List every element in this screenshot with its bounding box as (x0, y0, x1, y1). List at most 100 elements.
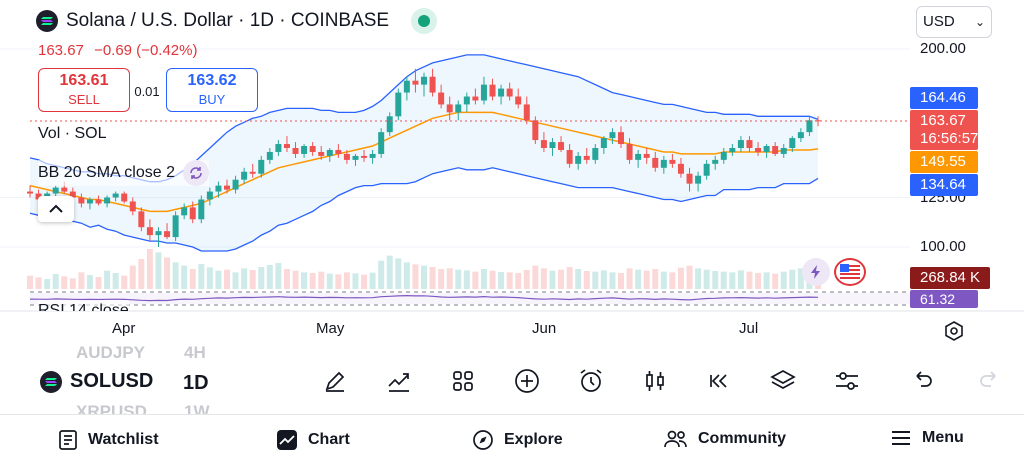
nav-explore[interactable]: Explore (472, 429, 563, 451)
candle (258, 155, 265, 178)
candles-chart-type-icon[interactable] (638, 364, 672, 398)
buy-button[interactable]: 163.62 BUY (166, 68, 258, 112)
nav-menu[interactable]: Menu (890, 429, 964, 447)
candle (86, 197, 93, 210)
rsi-tag: 61.32 (910, 290, 978, 308)
candle-body (146, 227, 153, 236)
nav-watchlist[interactable]: Watchlist (58, 429, 159, 451)
nav-chart[interactable]: Chart (276, 429, 350, 451)
refresh-icon[interactable] (182, 160, 209, 186)
volume-bar (95, 277, 102, 289)
volume-bar (232, 272, 239, 289)
volume-bar (412, 264, 419, 289)
volume-bar (618, 273, 624, 289)
interval-picker[interactable]: 1D (183, 372, 209, 394)
candle-body (575, 155, 582, 164)
volume-bar (352, 273, 359, 289)
volume-bar (386, 255, 393, 289)
collapse-legend-button[interactable] (38, 196, 74, 222)
symbol-picker[interactable]: SOLUSD (40, 370, 156, 393)
volume-bar (566, 267, 573, 289)
candle-body (181, 207, 188, 216)
candle (660, 155, 667, 174)
candle (446, 96, 453, 121)
bottom-navigation: Watchlist Chart Explore Community Menu (0, 414, 1024, 461)
bb-lower-line (29, 167, 819, 252)
symbol-title-row[interactable]: Solana / U.S. Dollar · 1D · COINBASE (36, 8, 438, 34)
chart-settings-icon[interactable] (943, 320, 965, 347)
candle-body (635, 153, 642, 160)
candle (455, 100, 462, 121)
price-chart[interactable] (0, 0, 1024, 345)
undo-icon[interactable] (906, 364, 940, 398)
candle-body (386, 116, 393, 133)
volume-bar (275, 263, 282, 289)
candle-body (258, 159, 265, 174)
volume-bar (652, 269, 659, 289)
bb-legend[interactable]: BB 20 SMA close 2 (38, 160, 209, 186)
sell-button[interactable]: 163.61 SELL (38, 68, 130, 112)
candle (540, 132, 547, 152)
indicators-icon[interactable] (382, 364, 416, 398)
candle-body (532, 120, 539, 141)
candle (600, 136, 607, 154)
candle (121, 191, 128, 204)
volume-legend[interactable]: Vol · SOL (38, 125, 107, 143)
x-label-jun: Jun (532, 320, 557, 337)
lightning-event-icon[interactable] (802, 258, 830, 286)
volume-bar (189, 269, 196, 289)
volume-bar (61, 276, 68, 289)
candle-body (549, 142, 556, 148)
redo-icon (972, 364, 1006, 398)
candle-body (266, 151, 273, 160)
candle (575, 151, 582, 170)
candle (592, 144, 599, 164)
candle (703, 159, 710, 180)
candle-body (652, 157, 659, 168)
volume-bar (463, 270, 470, 289)
candle (523, 96, 530, 125)
ghost-interval-below: 1W (184, 402, 210, 414)
volume-bar (772, 273, 779, 289)
volume-bar (695, 268, 702, 289)
nav-community[interactable]: Community (664, 429, 786, 449)
chart-area[interactable]: Solana / U.S. Dollar · 1D · COINBASE 163… (0, 0, 1024, 345)
candle (463, 92, 470, 113)
alarm-clock-icon[interactable] (574, 364, 608, 398)
candle-body (164, 231, 171, 238)
us-flag-event-icon[interactable] (834, 258, 866, 286)
solana-logo-icon (36, 10, 58, 32)
templates-grid-icon[interactable] (446, 364, 480, 398)
candle (283, 136, 290, 152)
volume-bar (69, 278, 76, 289)
market-open-indicator-icon[interactable] (411, 8, 438, 34)
volume-bar (780, 271, 787, 289)
volume-bar (86, 275, 93, 289)
volume-bar (129, 265, 136, 289)
chevron-down-icon: ⌄ (974, 15, 985, 29)
candle-body (583, 155, 590, 160)
candle-body (480, 84, 487, 101)
candle (472, 88, 479, 105)
add-plus-icon[interactable] (510, 364, 544, 398)
bb-fill (30, 54, 818, 252)
candle-body (737, 140, 744, 148)
candle-body (780, 148, 787, 154)
candle-body (669, 159, 676, 164)
volume-bar (677, 267, 684, 289)
candle-body (412, 80, 419, 85)
currency-select[interactable]: USD ⌄ (916, 6, 992, 38)
candle (677, 157, 684, 178)
volume-bar (241, 268, 248, 289)
rsi-legend[interactable]: RSI 14 close (38, 300, 129, 311)
volume-bar (643, 270, 650, 289)
watchlist-icon (59, 430, 77, 450)
volume-bar (343, 272, 350, 289)
replay-rewind-icon[interactable] (702, 364, 736, 398)
drawing-tool-icon[interactable] (318, 364, 352, 398)
current-price: 163.67 (38, 42, 84, 59)
settings-sliders-icon[interactable] (830, 364, 864, 398)
candle (720, 148, 727, 164)
layers-icon[interactable] (766, 364, 800, 398)
candle (626, 138, 633, 164)
